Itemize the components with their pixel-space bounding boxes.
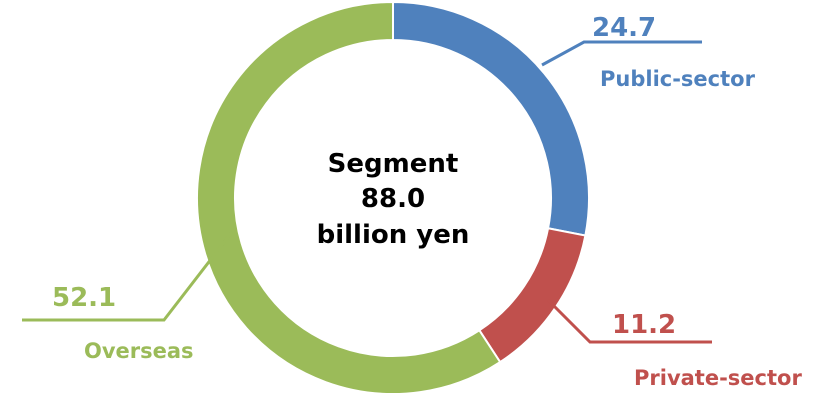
slice-private-sector <box>477 227 587 364</box>
category-label-public-sector: Public-sector <box>600 67 756 91</box>
category-label-overseas: Overseas <box>84 339 194 363</box>
category-label-private-sector: Private-sector <box>634 366 802 390</box>
value-label-overseas: 52.1 <box>52 283 116 313</box>
slice-overseas <box>196 0 502 395</box>
leader-line-public-sector <box>541 40 702 67</box>
value-label-private-sector: 11.2 <box>612 310 676 340</box>
center-label-line-1: Segment <box>328 149 459 179</box>
value-label-public-sector: 24.7 <box>592 13 656 43</box>
leader-line-overseas <box>22 231 234 322</box>
donut-slices <box>196 0 590 395</box>
leader-line-private-sector <box>546 298 712 344</box>
center-label-unit: billion yen <box>317 220 470 250</box>
center-label-total: 88.0 <box>361 184 425 214</box>
